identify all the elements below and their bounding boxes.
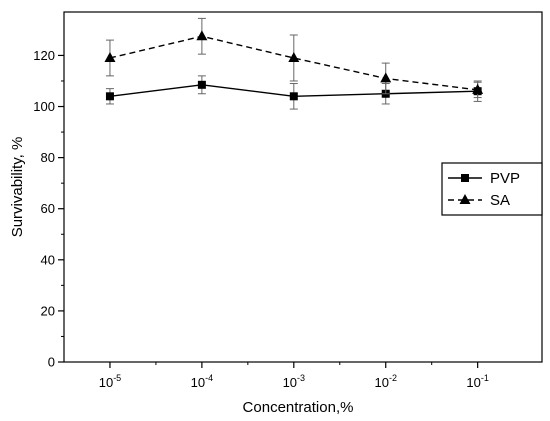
- x-tick-exponent: -2: [389, 373, 397, 383]
- y-tick-label: 60: [41, 201, 55, 216]
- series-line: [109, 35, 478, 91]
- series-sa: [104, 17, 484, 99]
- x-tick-label: 10-1: [466, 373, 488, 390]
- x-tick-base: 10: [99, 375, 113, 390]
- x-tick-label: 10-2: [374, 373, 396, 390]
- y-tick-label: 120: [33, 48, 55, 63]
- data-point: [472, 83, 484, 94]
- x-axis-title: Concentration,%: [243, 399, 354, 416]
- data-point: [105, 92, 114, 101]
- data-point: [380, 72, 392, 83]
- legend-marker: [461, 174, 469, 182]
- x-tick-base: 10: [374, 375, 388, 390]
- x-tick-base: 10: [283, 375, 297, 390]
- x-tick-label: 10-3: [283, 373, 305, 390]
- x-tick-exponent: -5: [113, 373, 121, 383]
- y-tick-label: 0: [48, 355, 55, 370]
- y-axis: 0 20 40 60 80 100 120: [33, 48, 64, 370]
- y-tick-label: 80: [41, 150, 55, 165]
- data-point: [197, 80, 206, 89]
- y-tick-label: 20: [41, 303, 55, 318]
- legend: PVP SA: [441, 162, 543, 216]
- x-tick-label: 10-5: [99, 373, 121, 390]
- data-point: [289, 92, 298, 101]
- x-tick-base: 10: [466, 375, 480, 390]
- data-point: [104, 51, 116, 62]
- data-point: [196, 30, 208, 41]
- x-axis: 10-5 10-4 10-3 10-2 10-1: [99, 362, 489, 390]
- x-tick-exponent: -1: [481, 373, 489, 383]
- x-tick-exponent: -3: [297, 373, 305, 383]
- legend-label: SA: [490, 192, 510, 209]
- x-tick-label: 10-4: [191, 373, 213, 390]
- y-tick-label: 100: [33, 99, 55, 114]
- y-axis-title: Survivability, %: [9, 137, 26, 238]
- legend-label: PVP: [490, 170, 520, 187]
- legend-marker: [459, 194, 471, 204]
- series-layer: [104, 17, 484, 110]
- data-point: [288, 51, 300, 62]
- legend-box: [441, 162, 543, 216]
- x-tick-base: 10: [191, 375, 205, 390]
- x-tick-exponent: -4: [205, 373, 213, 383]
- y-tick-label: 40: [41, 252, 55, 267]
